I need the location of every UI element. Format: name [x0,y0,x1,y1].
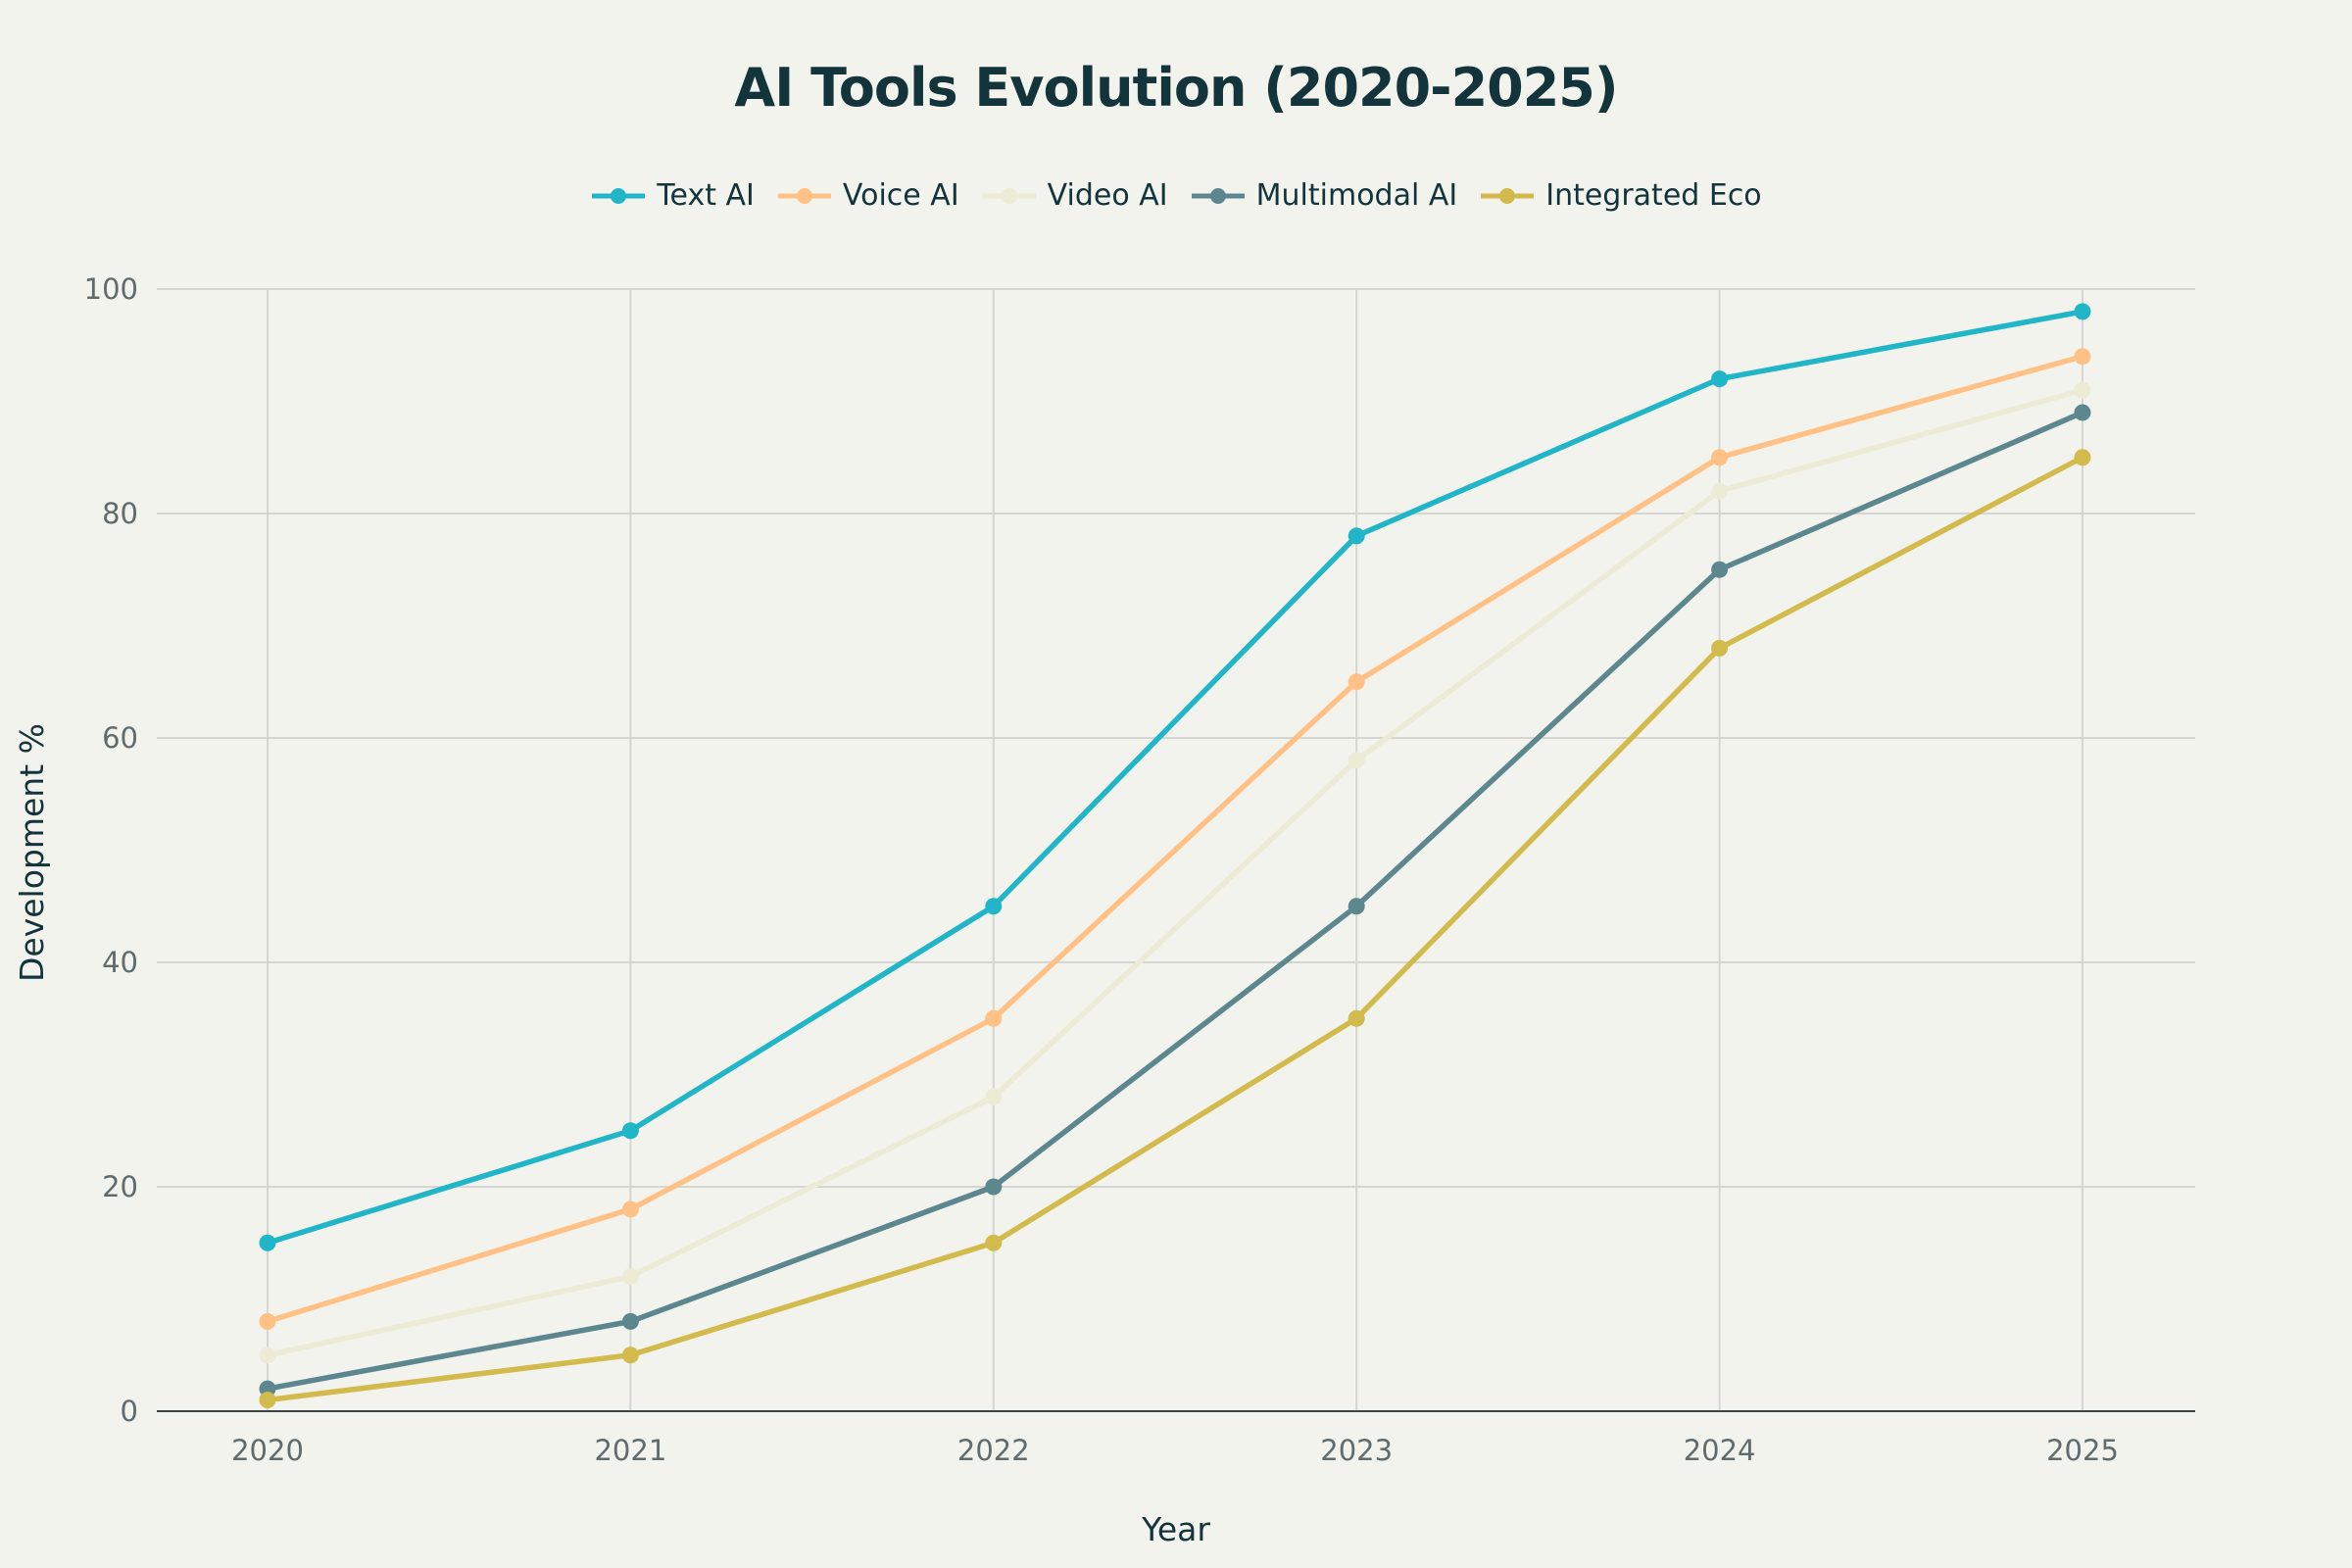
data-point [2074,303,2091,320]
x-tick-label: 2022 [957,1434,1030,1467]
data-point [2074,449,2091,466]
y-tick-label: 80 [102,497,138,530]
legend-swatch-icon [982,187,1036,204]
data-point [259,1312,276,1330]
series-video-ai [259,381,2091,1364]
data-point [621,1347,639,1364]
data-point [621,1312,639,1330]
series-line [265,353,2085,1325]
series-multimodal-ai [259,404,2091,1397]
x-tick-label: 2025 [2046,1434,2119,1467]
data-point [1711,639,1729,657]
data-point [2074,348,2091,366]
legend-item[interactable]: Voice AI [776,178,959,213]
series [259,303,2091,1409]
y-tick-label: 20 [102,1170,138,1203]
legend-item[interactable]: Text AI [590,178,755,213]
legend-label: Integrated Eco [1545,178,1762,213]
legend-item[interactable]: Video AI [981,178,1168,213]
series-integrated-eco [259,449,2091,1409]
data-point [1348,527,1365,545]
data-point [259,1347,276,1364]
series-line [265,410,2085,1392]
series-voice-ai [259,348,2091,1330]
x-axis-title: Year [1141,1510,1210,1548]
y-tick-label: 100 [84,272,138,306]
data-point [985,1088,1003,1105]
data-point [1711,370,1729,388]
series-line [265,387,2085,1358]
grid [157,288,2195,1411]
data-point [1348,898,1365,915]
y-tick-label: 0 [121,1395,138,1428]
data-point [985,898,1003,915]
data-point [621,1268,639,1286]
legend-label: Video AI [1047,178,1168,213]
y-axis-title: Development % [13,723,51,982]
legend-swatch-icon [592,187,646,204]
legend-label: Multimodal AI [1255,178,1458,213]
legend-label: Text AI [657,178,755,213]
legend-label: Voice AI [842,178,959,213]
legend-item[interactable]: Multimodal AI [1190,178,1458,213]
y-tick-label: 60 [102,721,138,755]
axes: 0 20 40 60 80 100 2020 2021 2022 2023 2024 2025 [84,272,2195,1467]
legend-item[interactable]: Integrated Eco [1479,178,1762,213]
x-tick-label: 2024 [1684,1434,1756,1467]
data-point [621,1122,639,1140]
x-tick-label: 2020 [231,1434,304,1467]
legend-swatch-icon [1191,187,1245,204]
data-point [2074,404,2091,421]
data-point [2074,381,2091,399]
data-point [985,1009,1003,1027]
chart-title: AI Tools Evolution (2020-2025) [734,57,1618,119]
data-point [985,1178,1003,1196]
legend-swatch-icon [1481,187,1535,204]
data-point [1711,449,1729,466]
series-text-ai [259,303,2091,1251]
data-point [259,1392,276,1409]
data-point [985,1234,1003,1251]
data-point [621,1200,639,1218]
series-line [265,455,2085,1403]
data-point [1348,752,1365,769]
data-point [1348,1009,1365,1027]
legend: Text AI Voice AI Video AI Multimodal AI Inte… [0,178,2352,213]
data-point [259,1234,276,1251]
data-point [1348,673,1365,691]
x-tick-label: 2021 [594,1434,666,1467]
data-point [1711,482,1729,500]
x-tick-label: 2023 [1320,1434,1393,1467]
data-point [1711,561,1729,578]
legend-swatch-icon [777,187,831,204]
series-line [265,309,2085,1246]
y-tick-label: 40 [102,946,138,979]
